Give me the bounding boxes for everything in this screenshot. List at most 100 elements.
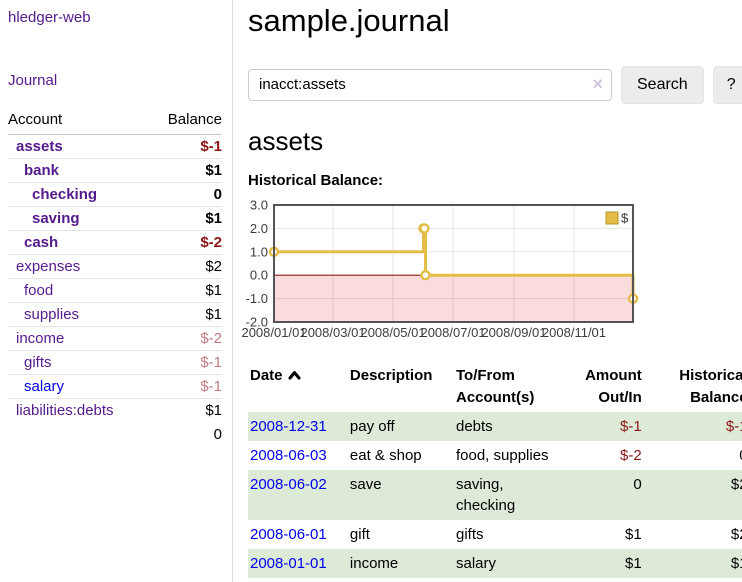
account-row: food $1 bbox=[8, 278, 222, 303]
transaction-description: gift bbox=[349, 526, 370, 544]
transaction-date: 2008-12-31 bbox=[248, 412, 348, 441]
transaction-description: eat & shop bbox=[349, 447, 422, 465]
transaction-description: pay off bbox=[349, 418, 395, 436]
transaction-accounts: gifts bbox=[455, 526, 484, 544]
column-header-accounts[interactable]: To/From Account(s) bbox=[455, 366, 535, 406]
sidebar-account-link[interactable]: cash bbox=[24, 234, 59, 251]
transaction-amount: 0 bbox=[633, 476, 642, 494]
account-balance: $-1 bbox=[149, 350, 222, 375]
sidebar-account-link[interactable]: food bbox=[24, 282, 54, 299]
account-row: income $-2 bbox=[8, 326, 222, 351]
svg-text:3.0: 3.0 bbox=[250, 197, 268, 212]
transaction-date: 2008-06-01 bbox=[248, 520, 348, 549]
chart-label: Historical Balance: bbox=[248, 171, 384, 189]
table-row: 2008-06-02 save saving, checking 0 $2 bbox=[248, 470, 742, 521]
transaction-description: income bbox=[349, 555, 399, 573]
accounts-header-balance: Balance bbox=[149, 108, 222, 135]
transaction-date-link[interactable]: 2008-12-31 bbox=[250, 418, 327, 436]
transaction-balance: 0 bbox=[652, 441, 742, 470]
sidebar-account-link[interactable]: saving bbox=[32, 210, 80, 227]
transaction-balance: $2 bbox=[730, 526, 742, 544]
svg-text:-1.0: -1.0 bbox=[246, 291, 268, 306]
account-balance: $-1 bbox=[200, 138, 222, 155]
sidebar-account-link[interactable]: assets bbox=[16, 138, 63, 155]
svg-text:-2.0: -2.0 bbox=[246, 314, 268, 329]
svg-text:2008/09/01: 2008/09/01 bbox=[481, 325, 546, 340]
account-row: gifts $-1 bbox=[8, 350, 222, 375]
account-row: assets $-1 bbox=[8, 135, 222, 159]
account-balance: $-2 bbox=[149, 230, 222, 255]
svg-text:2.0: 2.0 bbox=[250, 221, 268, 236]
accounts-total-value: 0 bbox=[213, 426, 222, 443]
transactions-header-row: Date Description To/From Account(s) Amou… bbox=[248, 363, 742, 413]
transaction-amount: $1 bbox=[625, 526, 642, 544]
transaction-date: 2008-01-01 bbox=[248, 549, 348, 578]
table-row: 2008-01-01 income salary $1 $1 bbox=[248, 549, 742, 579]
sidebar-account-link[interactable]: gifts bbox=[24, 354, 52, 371]
account-row: supplies $1 bbox=[8, 302, 222, 327]
svg-text:2008/11/01: 2008/11/01 bbox=[542, 325, 606, 340]
transaction-amount: $-1 bbox=[620, 418, 642, 436]
transactions-table: Date Description To/From Account(s) Amou… bbox=[248, 363, 742, 579]
transaction-date-link[interactable]: 2008-01-01 bbox=[250, 555, 327, 573]
account-balance: $2 bbox=[149, 254, 222, 279]
transaction-date: 2008-06-02 bbox=[248, 470, 348, 520]
search-form: × Search ? bbox=[248, 65, 742, 104]
column-header-date-label: Date bbox=[250, 366, 283, 384]
svg-text:2008/05/01: 2008/05/01 bbox=[360, 325, 425, 340]
account-row: saving $1 bbox=[8, 206, 222, 231]
search-input[interactable] bbox=[248, 68, 612, 101]
sidebar-item-journal[interactable]: Journal bbox=[8, 72, 58, 89]
account-row: cash $-2 bbox=[8, 230, 222, 255]
transaction-balance: $1 bbox=[730, 555, 742, 573]
transaction-balance: $2 bbox=[730, 476, 742, 494]
column-header-balance[interactable]: Historical Balance bbox=[679, 366, 742, 406]
svg-text:1.0: 1.0 bbox=[250, 244, 268, 259]
column-header-amount[interactable]: Amount Out/In bbox=[585, 366, 642, 406]
transaction-description: save bbox=[349, 476, 382, 494]
clear-search-icon[interactable]: × bbox=[592, 73, 603, 94]
accounts-total-row: 0 bbox=[8, 422, 222, 447]
transaction-accounts: saving, checking bbox=[455, 476, 516, 515]
accounts-header-account: Account bbox=[8, 108, 150, 135]
account-balance: $-1 bbox=[149, 374, 222, 399]
app-title-link[interactable]: hledger-web bbox=[8, 9, 91, 26]
transaction-date-link[interactable]: 2008-06-02 bbox=[250, 476, 327, 494]
account-balance: $1 bbox=[149, 278, 222, 303]
svg-text:0.0: 0.0 bbox=[250, 267, 268, 282]
account-balance: $1 bbox=[149, 302, 222, 327]
table-row: 2008-06-01 gift gifts $1 $2 bbox=[248, 520, 742, 549]
transaction-accounts: food, supplies bbox=[455, 447, 549, 465]
sidebar-account-link[interactable]: salary bbox=[24, 378, 65, 395]
sidebar-account-link[interactable]: bank bbox=[24, 162, 60, 179]
transaction-accounts: debts bbox=[455, 418, 493, 436]
sidebar-account-link[interactable]: expenses bbox=[16, 258, 81, 275]
account-row: checking 0 bbox=[8, 182, 222, 207]
sidebar-account-link[interactable]: supplies bbox=[24, 306, 80, 323]
column-header-description[interactable]: Description bbox=[349, 366, 433, 384]
svg-text:2008/07/01: 2008/07/01 bbox=[420, 325, 485, 340]
account-row: bank $1 bbox=[8, 158, 222, 183]
sort-ascending-icon bbox=[287, 370, 301, 380]
accounts-tree: Account Balance assets $-1 bank $1 checking 0… bbox=[8, 108, 222, 447]
sidebar-account-link[interactable]: checking bbox=[32, 186, 98, 203]
account-balance: $-2 bbox=[149, 326, 222, 351]
account-balance: $1 bbox=[149, 158, 222, 183]
account-balance: $1 bbox=[149, 206, 222, 231]
transaction-amount: $1 bbox=[625, 555, 642, 573]
main-content: sample.journal × Search ? assets Histori… bbox=[233, 0, 742, 582]
transaction-date-link[interactable]: 2008-06-03 bbox=[250, 447, 327, 465]
help-button[interactable]: ? bbox=[712, 65, 742, 104]
transaction-accounts: salary bbox=[455, 555, 496, 573]
sidebar-account-link[interactable]: income bbox=[16, 330, 65, 347]
table-row: 2008-12-31 pay off debts $-1 $-1 bbox=[248, 412, 742, 442]
transaction-amount: $-2 bbox=[620, 447, 642, 465]
account-row: salary $-1 bbox=[8, 374, 222, 399]
table-row: 2008-06-03 eat & shop food, supplies $-2 0 bbox=[248, 441, 742, 470]
search-button[interactable]: Search bbox=[621, 65, 704, 104]
column-header-date[interactable]: Date bbox=[248, 363, 348, 413]
transaction-date-link[interactable]: 2008-06-01 bbox=[250, 526, 327, 544]
account-row: liabilities:debts $1 bbox=[8, 398, 222, 422]
sidebar-account-link[interactable]: liabilities:debts bbox=[16, 402, 114, 419]
